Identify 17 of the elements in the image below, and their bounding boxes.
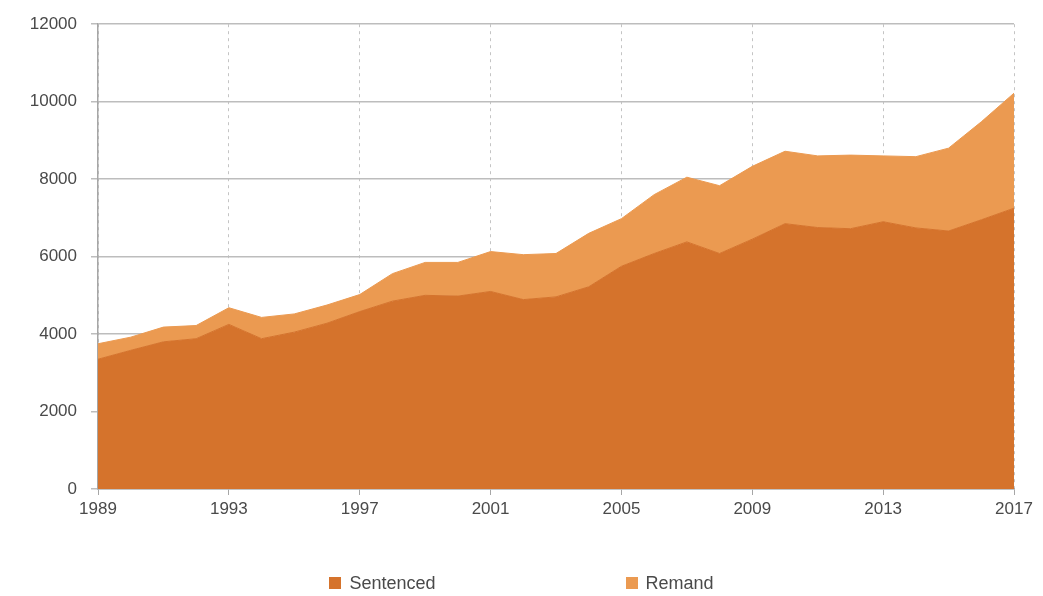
y-tick-label: 4000 (39, 323, 77, 343)
x-tick-label: 2005 (602, 498, 641, 518)
y-tick-label: 8000 (39, 168, 77, 188)
x-tick-label: 1997 (340, 498, 379, 518)
legend-label: Remand (645, 572, 714, 594)
x-tick-label: 1989 (79, 498, 117, 518)
y-tick-label: 0 (67, 478, 77, 498)
legend-label: Sentenced (349, 572, 436, 594)
y-tick-label: 10000 (29, 91, 77, 111)
x-tick-label: 2009 (733, 498, 772, 518)
x-tick-label: 1993 (209, 498, 248, 518)
x-tick-label: 2013 (864, 498, 903, 518)
x-tick-label: 2017 (995, 498, 1033, 518)
x-tick-label: 2001 (471, 498, 510, 518)
y-tick-label: 2000 (39, 401, 77, 421)
y-tick-label: 6000 (39, 246, 77, 266)
y-tick-label: 12000 (29, 13, 77, 33)
